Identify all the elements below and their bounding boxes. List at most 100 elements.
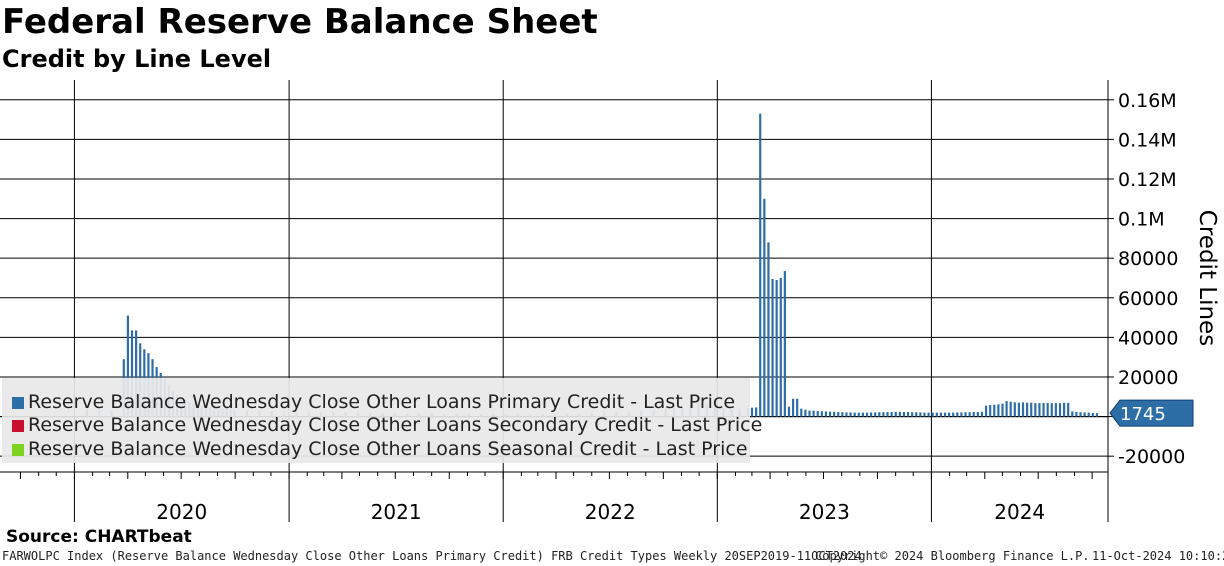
chart-svg: -20000 20000 40000 60000 80000 0.1M 0.12M 0.14M… xyxy=(0,80,1220,524)
legend-swatch-secondary-credit xyxy=(12,420,24,432)
bar xyxy=(796,398,799,417)
legend-item-seasonal-credit: Reserve Balance Wednesday Close Other Lo… xyxy=(12,437,748,461)
bar xyxy=(783,271,786,417)
bar xyxy=(779,277,782,417)
bar xyxy=(952,412,955,417)
bar xyxy=(837,412,840,417)
bar xyxy=(865,412,869,417)
bar xyxy=(968,412,971,417)
bar xyxy=(923,412,926,417)
bar xyxy=(800,408,803,417)
legend-item-primary-credit: Reserve Balance Wednesday Close Other Lo… xyxy=(12,390,735,414)
bar xyxy=(984,405,988,417)
bar xyxy=(755,407,758,417)
bar xyxy=(750,407,754,417)
bar-series-primary-credit xyxy=(85,113,1099,417)
bar xyxy=(874,412,877,417)
bar xyxy=(993,404,996,417)
legend-swatch-primary-credit xyxy=(12,397,24,409)
legend-swatch-seasonal-credit xyxy=(12,444,24,456)
legend-label-seasonal-credit: Reserve Balance Wednesday Close Other Lo… xyxy=(28,438,748,460)
last-value-tag: 1745 xyxy=(1109,399,1194,427)
bar xyxy=(1054,403,1057,417)
bar xyxy=(1071,411,1074,417)
footer-description: FARWOLPC Index (Reserve Balance Wednesda… xyxy=(2,549,862,563)
bar xyxy=(767,242,770,417)
bar xyxy=(853,412,856,417)
bar xyxy=(935,412,938,417)
bar xyxy=(1017,402,1021,417)
bar xyxy=(956,412,959,417)
footer-copyright: Copyright© 2024 Bloomberg Finance L.P. xyxy=(815,549,1090,563)
bar xyxy=(828,411,832,417)
bar xyxy=(960,412,963,417)
bar xyxy=(1026,402,1029,417)
bar xyxy=(759,113,762,417)
bar xyxy=(816,411,819,417)
chart-subtitle: Credit by Line Level xyxy=(2,45,272,73)
bar xyxy=(1079,412,1082,417)
x-tick-label: 2021 xyxy=(371,500,422,524)
legend: Reserve Balance Wednesday Close Other Lo… xyxy=(2,378,762,463)
bar xyxy=(1001,403,1004,417)
y-axis-label: Credit Lines xyxy=(1194,210,1220,346)
bar xyxy=(915,412,918,417)
bar xyxy=(886,412,889,417)
footer-timestamp: 11-Oct-2024 10:10:22 xyxy=(1092,549,1224,563)
bar xyxy=(1030,402,1033,417)
x-tick-label: 2024 xyxy=(994,500,1045,524)
bar xyxy=(927,412,930,417)
y-tick-label: 40000 xyxy=(1118,327,1178,349)
legend-item-secondary-credit: Reserve Balance Wednesday Close Other Lo… xyxy=(12,413,762,437)
bar xyxy=(972,412,975,417)
x-tick-label: 2022 xyxy=(585,500,636,524)
bar xyxy=(989,405,992,417)
bar xyxy=(906,412,910,417)
x-tick-label: 2020 xyxy=(156,500,207,524)
bar xyxy=(126,315,129,417)
last-value-label: 1745 xyxy=(1120,404,1166,425)
bar xyxy=(894,411,897,417)
bar xyxy=(878,412,881,417)
bar xyxy=(869,412,873,417)
bar xyxy=(771,278,774,417)
bar xyxy=(833,411,836,417)
bar xyxy=(919,412,922,417)
bar xyxy=(824,411,828,417)
bar xyxy=(943,412,947,417)
y-tick-label: -20000 xyxy=(1118,446,1185,468)
bar xyxy=(1095,413,1099,417)
bar xyxy=(964,412,967,417)
bar xyxy=(1046,402,1049,417)
bar xyxy=(911,412,914,417)
bar xyxy=(997,404,1000,417)
bar xyxy=(812,410,815,417)
legend-label-secondary-credit: Reserve Balance Wednesday Close Other Lo… xyxy=(28,414,763,436)
bar xyxy=(980,411,984,417)
x-tick-label: 2023 xyxy=(799,500,850,524)
bar xyxy=(1091,413,1094,417)
bar xyxy=(808,410,811,417)
y-tick-label: 0.12M xyxy=(1118,169,1177,191)
y-tick-label: 0.1M xyxy=(1118,209,1165,231)
bar xyxy=(763,198,766,417)
bar xyxy=(849,412,852,417)
x-axis: 2020 2021 2022 2023 2024 xyxy=(0,471,1108,524)
bar xyxy=(1075,412,1078,417)
bar xyxy=(976,412,979,417)
bar xyxy=(1083,412,1086,417)
y-tick-label: 80000 xyxy=(1118,248,1178,270)
bar xyxy=(939,412,942,417)
bar xyxy=(804,409,807,417)
y-tick-label: 0.14M xyxy=(1118,129,1177,151)
bar xyxy=(775,279,778,417)
bar xyxy=(791,398,795,417)
y-tick-label: 60000 xyxy=(1118,288,1178,310)
bar xyxy=(1087,412,1090,417)
bar xyxy=(841,412,844,417)
bar xyxy=(1005,401,1008,417)
y-axis: -20000 20000 40000 60000 80000 0.1M 0.12M 0.14M… xyxy=(1107,80,1185,472)
bar xyxy=(787,406,791,417)
bar xyxy=(1021,402,1025,417)
bar xyxy=(1009,401,1012,417)
